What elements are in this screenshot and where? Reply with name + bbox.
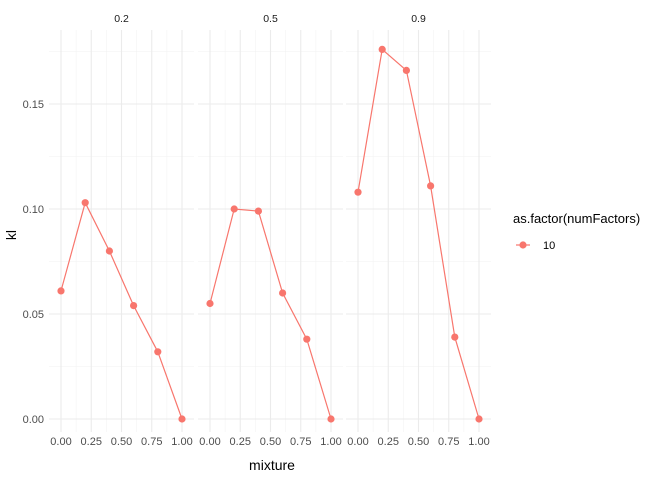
y-tick-label: 0.10 [23,204,44,216]
series-line-10 [60,201,183,420]
legend-label-10: 10 [543,240,555,252]
y-tick-label: 0.00 [23,414,44,426]
x-tick-label: 0.75 [141,436,162,448]
facet-panel-0.2: 0.2 0.00 0.25 0.50 0.75 1.00 [49,13,194,448]
facet-panel-0.5: 0.5 0.00 0.25 0.50 0.75 1.00 [198,13,343,448]
data-point [327,415,335,423]
x-tick-label: 1.00 [468,436,489,448]
y-tick-label: 0.05 [23,309,44,321]
x-tick-label: 0.25 [378,436,399,448]
data-point [354,188,362,196]
data-point [402,66,410,74]
facet-strip-label: 0.5 [263,13,278,25]
data-point [57,287,65,295]
x-tick-label: 1.00 [320,436,341,448]
y-axis-title: kl [3,230,19,240]
data-point [451,333,459,341]
data-point [279,289,287,297]
series-line-10 [209,208,332,420]
data-point [154,348,162,356]
x-tick-label: 0.00 [50,436,71,448]
x-tick-label: 0.00 [199,436,220,448]
y-tick-label: 0.15 [23,99,44,111]
x-tick-label: 0.50 [408,436,429,448]
x-tick-label: 0.75 [438,436,459,448]
facet-panel-0.9: 0.9 0.00 0.25 0.50 0.75 1.00 [346,13,491,448]
data-point [105,247,113,255]
data-point [303,335,311,343]
x-tick-label: 1.00 [171,436,192,448]
facet-strip-label: 0.9 [411,13,426,25]
data-point [475,415,483,423]
data-point [130,302,138,310]
data-point [81,199,89,207]
x-tick-label: 0.25 [81,436,102,448]
data-point [378,45,386,54]
data-point [254,207,262,215]
x-tick-label: 0.50 [260,436,281,448]
data-point [230,205,238,213]
x-tick-label: 0.00 [347,436,368,448]
series-line-10 [357,48,480,420]
legend: as.factor(numFactors) 10 [513,211,640,252]
x-axis-title: mixture [249,457,295,473]
x-tick-label: 0.50 [111,436,132,448]
facet-panels: 0.20.00 0.25 0.50 0.75 1.000.50.00 0.25 0.50 0.… [49,13,491,448]
data-point [178,415,186,423]
data-point [427,182,435,190]
legend-key-point [519,241,527,249]
facet-strip-label: 0.2 [114,13,129,25]
y-axis: 0.00 0.05 0.10 0.15 [23,99,44,426]
legend-title: as.factor(numFactors) [513,211,640,226]
x-tick-label: 0.25 [230,436,251,448]
x-tick-label: 0.75 [290,436,311,448]
data-point [206,299,214,308]
